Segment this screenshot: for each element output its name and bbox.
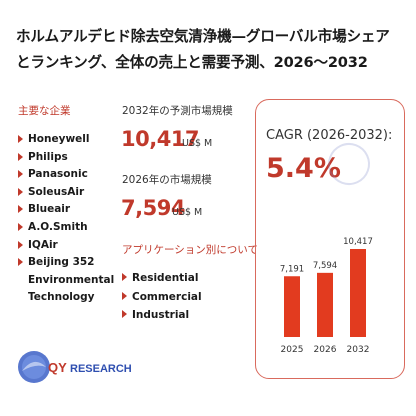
company-item-continued: Technology [28,291,95,304]
arrow-icon [122,273,127,281]
company-name: IQAir [28,238,58,251]
company-name: Panasonic [28,168,88,181]
qyresearch-logo: QY RESEARCH [18,351,132,383]
arrow-icon [18,170,23,179]
company-item: IQAir [18,237,114,255]
company-name: Philips [28,150,68,163]
arrow-icon [122,291,127,300]
bar-2025 [284,276,300,337]
bar-value-label: 7,191 [280,264,304,274]
arrow-icon [18,187,23,196]
applications-heading: アプリケーション別について [122,244,258,256]
application-item: Industrial [122,306,202,325]
company-item: Blueair [18,201,114,219]
arrow-icon [18,152,23,161]
current-value: 7,594 [121,196,185,220]
forecast-unit: US$ M [182,138,213,149]
forecast-value: 10,417 [121,127,200,151]
application-name: Commercial [132,290,202,303]
company-item-continued: Environmental [28,273,115,286]
x-tick-label: 2032 [347,345,370,355]
title-line-2: とランキング、全体の売上と需要予測、2026〜2032 [16,54,368,71]
company-item: Philips [18,149,114,167]
cagr-label: CAGR (2026-2032): [266,128,393,143]
company-item: Honeywell [18,131,114,149]
bar-value-label: 7,594 [313,261,337,271]
market-size-bar-chart: 7,191 2025 7,594 2026 10,417 2032 [280,237,373,355]
cagr-value: 5.4% [266,153,341,184]
page-title: ホルムアルデヒド除去空気清浄機—グローバル市場シェア とランキング、全体の売上と… [16,24,406,76]
company-list: Honeywell Philips Panasonic SoleusAir Bl… [18,131,114,307]
application-item: Commercial [122,288,202,307]
arrow-icon [18,135,23,143]
company-name: A.O.Smith [28,220,88,233]
forecast-label: 2032年の予測市場規模 [122,105,233,117]
company-name: SoleusAir [28,185,85,198]
company-item: A.O.Smith [18,219,114,237]
company-name: Honeywell [28,133,90,145]
application-item: Residential [122,269,202,288]
company-item: Panasonic [18,166,114,184]
bar-value-label: 10,417 [343,237,373,247]
x-tick-label: 2025 [281,345,304,355]
svg-text:RESEARCH: RESEARCH [70,363,132,375]
bar-2032 [350,249,366,337]
company-item: SoleusAir [18,184,114,202]
company-name: Blueair [28,203,71,216]
title-line-1: ホルムアルデヒド除去空気清浄機—グローバル市場シェア [16,28,390,45]
arrow-icon [18,205,23,214]
arrow-icon [18,240,23,249]
x-tick-label: 2026 [314,345,337,355]
companies-heading: 主要な企業 [18,105,71,117]
application-list: Residential Commercial Industrial [122,269,202,325]
bar-2026 [317,272,333,337]
company-item: Beijing 352 [18,254,114,272]
application-name: Industrial [132,309,190,321]
arrow-icon [18,258,23,267]
arrow-icon [122,310,127,318]
company-name: Beijing 352 [28,256,95,269]
current-unit: US$ M [172,207,203,218]
current-label: 2026年の市場規模 [122,174,212,186]
svg-text:QY: QY [48,360,67,375]
arrow-icon [18,222,23,231]
application-name: Residential [132,272,199,284]
cagr-panel [255,99,405,379]
